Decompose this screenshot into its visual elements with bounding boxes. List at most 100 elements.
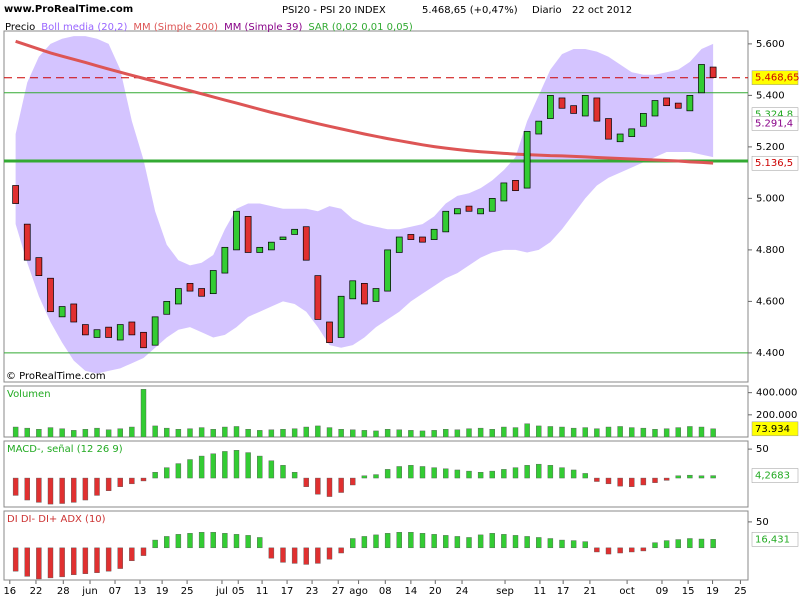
x-tick-label: 20: [429, 586, 442, 597]
candle: [419, 236, 426, 243]
bar: [640, 427, 647, 437]
bar: [164, 427, 170, 437]
bar: [408, 430, 414, 437]
candle: [128, 321, 136, 336]
bar: [268, 429, 275, 437]
candle: [628, 128, 636, 137]
bar: [710, 475, 716, 479]
bar: [94, 477, 100, 496]
bar: [175, 534, 182, 549]
bar: [94, 547, 100, 573]
bar: [547, 426, 554, 437]
bar: [396, 532, 402, 549]
x-tick-label: oct: [619, 586, 635, 597]
x-tick-label: jun: [81, 586, 97, 597]
bar: [105, 429, 112, 437]
bar: [59, 547, 65, 578]
bar: [268, 460, 275, 479]
x-tick-label: 25: [734, 586, 747, 597]
y-tick-label: 400.000: [756, 388, 797, 399]
candle: [430, 228, 438, 240]
bar: [210, 532, 216, 549]
bar: [198, 427, 205, 437]
y-tick-label: 4.800: [756, 245, 785, 256]
x-tick-label: 15: [682, 586, 695, 597]
x-tick-label: 16: [3, 586, 16, 597]
x-tick-label: 11: [256, 586, 269, 597]
copyright: © ProRealTime.com: [6, 371, 106, 382]
site: www.ProRealTime.com: [4, 4, 133, 15]
bar: [338, 477, 344, 493]
legend-entry: SAR (0,02 0,01 0,05): [308, 22, 413, 33]
candle: [70, 303, 78, 323]
candle: [302, 226, 310, 261]
y-tick-label: 5.000: [756, 193, 785, 204]
bar: [687, 474, 693, 479]
candle: [291, 228, 298, 235]
candle: [35, 257, 43, 276]
panel-title: Volumen: [7, 389, 51, 400]
bar: [501, 426, 507, 437]
x-tick-label: jul: [215, 586, 228, 597]
y-tick-label: 5.400: [756, 90, 785, 101]
bar: [245, 452, 251, 479]
bar: [12, 426, 19, 437]
x-tick-label: 22: [30, 586, 43, 597]
bar: [396, 466, 402, 479]
bar: [582, 473, 588, 479]
bar: [152, 425, 158, 437]
candle: [535, 120, 543, 135]
candle: [279, 236, 287, 240]
bar: [105, 547, 112, 572]
panel-title: MACD-, señal (12 26 9): [7, 444, 123, 455]
x-tick-label: 05: [232, 586, 245, 597]
bar: [140, 477, 147, 482]
bar: [129, 426, 135, 437]
x-tick-label: ago: [349, 586, 368, 597]
bar: [489, 533, 495, 549]
bar: [338, 547, 344, 554]
bar: [268, 547, 275, 559]
plot: [4, 36, 748, 374]
bar: [24, 427, 30, 437]
candle: [163, 301, 171, 315]
bar: [233, 534, 240, 549]
bar: [501, 534, 507, 549]
bar: [361, 475, 368, 479]
bar: [12, 477, 19, 496]
bar: [675, 427, 681, 437]
value-label: 5.468,65: [755, 73, 800, 84]
bar: [233, 450, 240, 479]
bar: [431, 430, 437, 437]
bar: [222, 451, 228, 479]
candle: [581, 95, 589, 117]
y-tick-label: 4.600: [756, 296, 785, 307]
bar: [12, 547, 19, 572]
bar: [24, 547, 30, 577]
bar: [536, 537, 542, 549]
panel: [3, 385, 749, 438]
bar: [140, 389, 147, 437]
bar: [152, 539, 158, 549]
legend-entry: Boll media (20,2): [41, 22, 127, 33]
bar: [698, 426, 705, 437]
bar: [291, 472, 298, 479]
bar: [384, 429, 391, 437]
bar: [36, 429, 42, 437]
bar: [350, 429, 356, 437]
bar: [117, 428, 123, 437]
bar: [477, 427, 484, 437]
bar: [187, 533, 193, 549]
bar: [605, 547, 612, 555]
bar: [222, 426, 228, 437]
value-label: 16,431: [755, 534, 790, 545]
bar: [431, 467, 437, 479]
bar: [443, 468, 449, 479]
bar: [547, 538, 554, 549]
bar: [373, 534, 379, 549]
candle: [12, 185, 19, 204]
candle: [488, 198, 496, 212]
bar: [629, 547, 635, 553]
candle: [23, 223, 31, 261]
legend-entry: MM (Simple 200): [133, 22, 218, 33]
